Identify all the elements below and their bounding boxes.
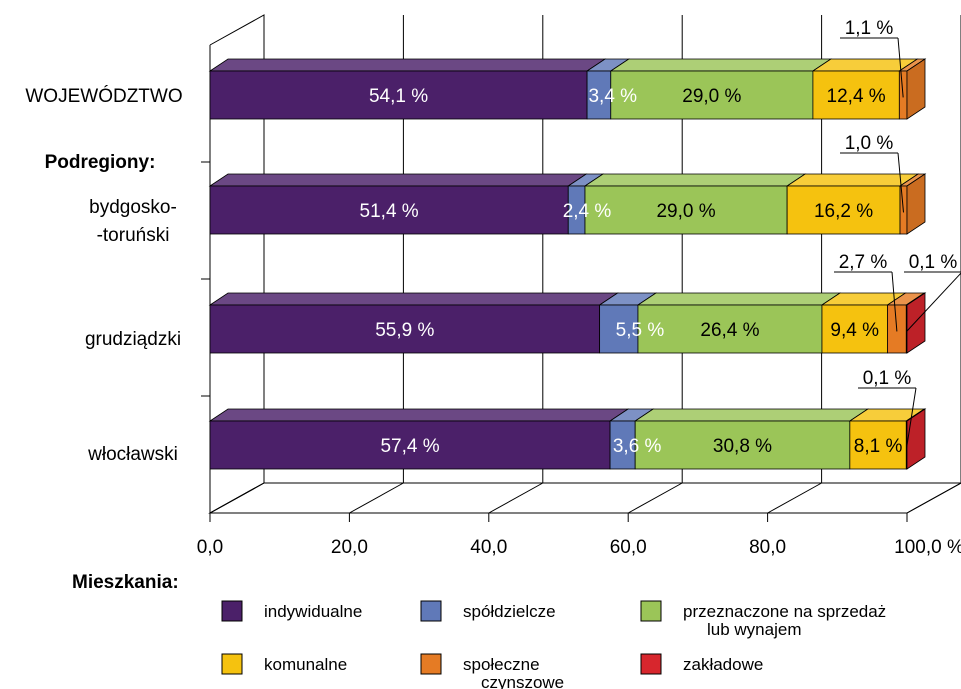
legend-label: spółdzielcze: [463, 602, 556, 621]
bar-1-2: [584, 185, 788, 235]
category-label: WOJEWÓDZTWO: [25, 85, 182, 107]
data-label: 30,8 %: [713, 436, 772, 457]
category-label: włocławski: [87, 444, 178, 465]
bar-2-1: [599, 304, 639, 354]
bar-3-end: [906, 408, 926, 470]
bar-3-2: [634, 420, 851, 470]
callout-leader: [906, 272, 961, 332]
category-label: bydgosko--toruński: [89, 197, 177, 246]
bar-0-0-top: [208, 58, 607, 72]
data-label: 16,2 %: [814, 201, 873, 222]
data-label: 5,5 %: [616, 320, 665, 341]
bar-1-0: [209, 185, 569, 235]
legend-title: Mieszkania:: [72, 572, 179, 593]
x-tick-label: 100,0 %: [894, 537, 961, 558]
legend-label: komunalne: [264, 655, 347, 674]
callout-label: 0,1 %: [863, 368, 912, 389]
data-label: 3,6 %: [613, 436, 662, 457]
data-label: 51,4 %: [360, 201, 419, 222]
x-tick-label: 60,0: [610, 537, 647, 558]
legend-label: społeczne: [463, 655, 540, 674]
legend-label: lub wynajem: [707, 620, 802, 639]
legend-swatch: [221, 653, 243, 675]
bar-3-2-top: [633, 408, 870, 422]
bar-3-0-top: [208, 408, 630, 422]
legend-swatch: [420, 600, 442, 622]
chart-floor: [208, 482, 961, 514]
x-tick-label: 80,0: [749, 537, 786, 558]
x-tick-label: 0,0: [197, 537, 223, 558]
bar-3-1: [609, 420, 636, 470]
floor-gridline: [488, 482, 544, 514]
callout-leader: [897, 37, 904, 98]
data-label: 55,9 %: [375, 320, 434, 341]
bar-0-3: [812, 70, 900, 120]
bar-2-2: [637, 304, 823, 354]
floor-gridline: [767, 482, 822, 514]
callout-leader: [897, 152, 905, 213]
callout-label: 0,1 %: [909, 252, 958, 273]
data-label: 54,1 %: [369, 86, 428, 107]
callout-leader: [906, 387, 917, 448]
bar-2-3: [821, 304, 888, 354]
x-tick-label: 40,0: [470, 537, 507, 558]
data-label: 29,0 %: [656, 201, 715, 222]
bar-1-2-top: [583, 173, 807, 187]
bar-0-0: [209, 70, 588, 120]
data-label: 12,4 %: [827, 86, 886, 107]
bar-1-end: [906, 173, 926, 235]
data-label: 8,1 %: [854, 436, 903, 457]
data-label: 9,4 %: [830, 320, 879, 341]
legend-swatch: [420, 653, 442, 675]
callout-label: 1,1 %: [845, 18, 894, 39]
data-label: 3,4 %: [588, 86, 637, 107]
bar-0-2-top: [609, 58, 833, 72]
data-label: 2,4 %: [563, 201, 612, 222]
data-label: 57,4 %: [380, 436, 439, 457]
category-label: grudziądzki: [85, 329, 181, 350]
legend-swatch: [221, 600, 243, 622]
bar-2-0: [209, 304, 601, 354]
floor-gridline: [627, 482, 683, 514]
bar-2-2-top: [636, 292, 842, 306]
callout-label: 2,7 %: [839, 252, 888, 273]
bar-1-0-top: [208, 173, 588, 187]
legend-label: czynszowe: [481, 673, 564, 689]
callout-label: 1,0 %: [845, 133, 894, 154]
floor-gridline: [906, 482, 961, 514]
bar-3-0: [209, 420, 611, 470]
legend-label: indywidualne: [264, 602, 362, 621]
legend-label: zakładowe: [683, 655, 763, 674]
bar-1-3-top: [785, 173, 920, 187]
bar-0-end: [906, 58, 926, 120]
bar-2-0-top: [208, 292, 619, 306]
data-label: 26,4 %: [700, 320, 759, 341]
legend-swatch: [640, 600, 662, 622]
x-tick-label: 20,0: [331, 537, 368, 558]
floor-gridline: [349, 482, 404, 514]
bar-2-end: [906, 292, 926, 354]
chart-left-wall: [209, 14, 265, 514]
callout-leader: [891, 271, 898, 332]
legend-label: przeznaczone na sprzedaż: [683, 602, 886, 621]
data-label: 29,0 %: [682, 86, 741, 107]
group-label: Podregiony:: [45, 152, 156, 173]
legend-swatch: [640, 653, 662, 675]
